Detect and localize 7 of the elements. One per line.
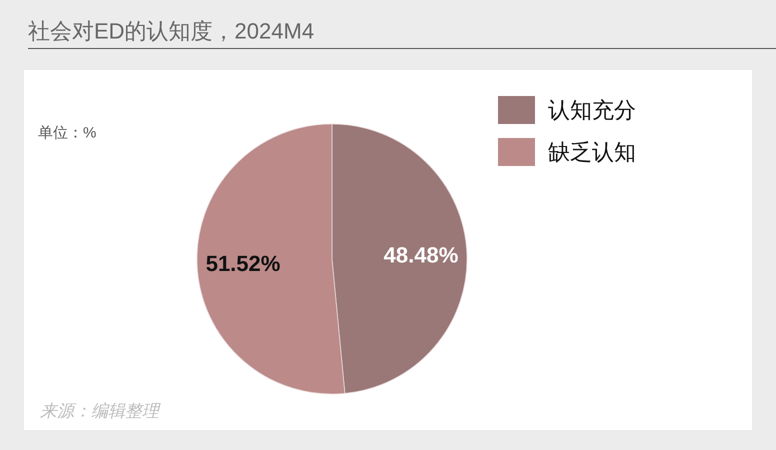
legend-label: 缺乏认知 bbox=[548, 140, 636, 164]
source-note: 来源：编辑整理 bbox=[40, 402, 161, 420]
data-label: 51.52% bbox=[206, 250, 280, 276]
data-label: 48.48% bbox=[384, 242, 458, 268]
text: 单位：% bbox=[38, 124, 96, 142]
legend-label: 认知充分 bbox=[548, 98, 636, 122]
chart-title: 社会对ED的认知度，2024M4 bbox=[28, 18, 314, 44]
